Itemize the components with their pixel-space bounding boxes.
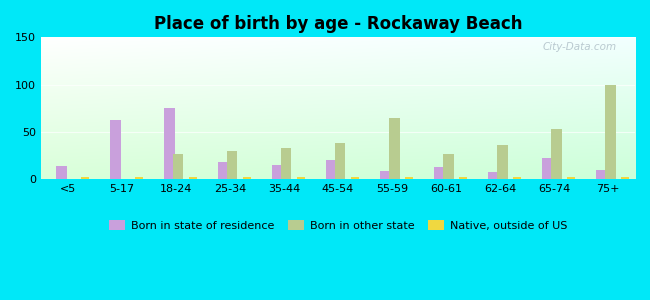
Bar [81,177,89,179]
Bar [460,177,467,179]
Bar [189,177,197,179]
Bar [443,154,454,179]
Bar [335,143,346,179]
Bar [135,177,143,179]
Bar [227,151,237,179]
Bar [218,162,229,179]
Bar [621,177,629,179]
Bar [488,172,499,179]
Bar [352,177,359,179]
Bar [272,165,283,179]
Bar [604,85,616,179]
Bar [380,171,391,179]
Legend: Born in state of residence, Born in other state, Native, outside of US: Born in state of residence, Born in othe… [104,216,572,235]
Bar [567,177,575,179]
Bar [243,177,251,179]
Bar [406,177,413,179]
Bar [497,145,508,179]
Bar [514,177,521,179]
Bar [434,167,445,179]
Text: City-Data.com: City-Data.com [543,42,618,52]
Title: Place of birth by age - Rockaway Beach: Place of birth by age - Rockaway Beach [153,15,522,33]
Bar [542,158,553,179]
Bar [389,118,400,179]
Bar [281,148,291,179]
Bar [173,154,183,179]
Bar [326,160,337,179]
Bar [110,120,121,179]
Bar [551,129,562,179]
Bar [164,108,175,179]
Bar [56,166,67,179]
Bar [596,169,607,179]
Bar [298,177,305,179]
